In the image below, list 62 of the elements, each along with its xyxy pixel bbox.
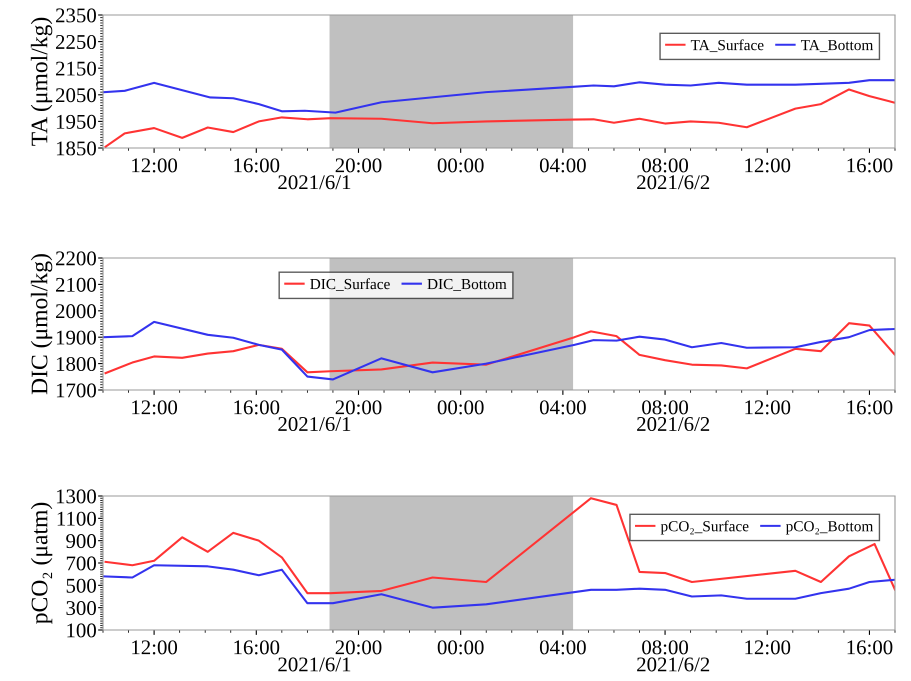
x-tick-label: 00:00: [438, 158, 484, 172]
x-tick-label: 08:00: [642, 640, 688, 654]
legend-label: DIC_Bottom: [427, 278, 507, 292]
line-series: [103, 79, 895, 114]
y-axis-title: DIC (μmol/kg): [30, 254, 52, 394]
x-tick-label: 16:00: [234, 400, 280, 414]
y-tick-label: 1850: [56, 141, 96, 156]
text: 2021/6/2: [637, 657, 710, 672]
text: 2021/6/1: [278, 417, 350, 432]
y-tick-label: 1100: [58, 512, 96, 526]
y-tick-label: 1950: [56, 114, 96, 129]
y-tick-label: 1300: [56, 489, 96, 504]
text: 2021/6/1: [278, 175, 350, 190]
y-tick-label: 1800: [56, 356, 96, 372]
x-tick-label: 20:00: [336, 640, 382, 654]
x-tick-label: 08:00: [642, 400, 688, 414]
y-tick-label: 2200: [56, 251, 96, 266]
x-tick-label: 12:00: [745, 158, 790, 172]
text: 2021/6/1: [278, 657, 350, 672]
x-tick-label: 16:00: [848, 400, 892, 414]
y-axis-title: TA (μmol/kg): [30, 18, 52, 146]
x-tick-label: 04:00: [540, 158, 586, 172]
y-tick-label: 500: [66, 578, 96, 593]
x-tick-label: 04:00: [540, 640, 586, 654]
x-tick-label: 16:00: [234, 158, 280, 172]
x-tick-label: 20:00: [336, 158, 382, 172]
y-tick-label: 2100: [56, 278, 96, 292]
legend-label: TA_Surface: [690, 39, 764, 52]
legend-label: pCO₂_Bottom: [786, 521, 874, 534]
line-series: [103, 564, 895, 609]
legend-label: TA_Bottom: [800, 40, 874, 52]
x-tick-label: 12:00: [132, 400, 178, 414]
legend-label: DIC_Surface: [310, 278, 390, 292]
x-tick-label: 16:00: [848, 640, 892, 654]
x-tick-label: 00:00: [438, 400, 484, 414]
y-axis-title: pCO₂ (μatm): [30, 502, 52, 624]
line-series: [104, 88, 895, 148]
x-tick-label: 12:00: [132, 640, 178, 654]
x-tick-label: 04:00: [540, 400, 586, 414]
x-tick-label: 00:00: [438, 640, 484, 654]
y-tick-label: 1700: [56, 383, 96, 398]
legend-label: pCO₂_Surface: [660, 520, 748, 534]
y-tick-label: 1900: [56, 330, 96, 345]
y-tick-label: 900: [66, 534, 96, 548]
x-tick-label: 08:00: [642, 158, 688, 172]
x-tick-label: 16:00: [848, 158, 892, 172]
x-tick-label: 16:00: [234, 640, 280, 654]
y-tick-label: 2050: [56, 88, 96, 102]
x-tick-label: 12:00: [745, 400, 790, 414]
text: 2021/6/2: [637, 175, 710, 190]
y-tick-label: 2350: [56, 8, 96, 22]
y-tick-label: 100: [67, 623, 96, 638]
y-tick-label: 300: [66, 601, 96, 616]
text: 2021/6/2: [637, 417, 710, 432]
line-series: [104, 497, 895, 594]
y-tick-label: 2000: [56, 304, 96, 318]
x-tick-label: 12:00: [132, 158, 178, 172]
y-tick-label: 2150: [56, 62, 96, 76]
y-tick-label: 700: [66, 556, 96, 570]
y-tick-label: 2250: [56, 34, 96, 50]
x-tick-label: 12:00: [745, 640, 790, 654]
x-tick-label: 20:00: [336, 400, 382, 414]
